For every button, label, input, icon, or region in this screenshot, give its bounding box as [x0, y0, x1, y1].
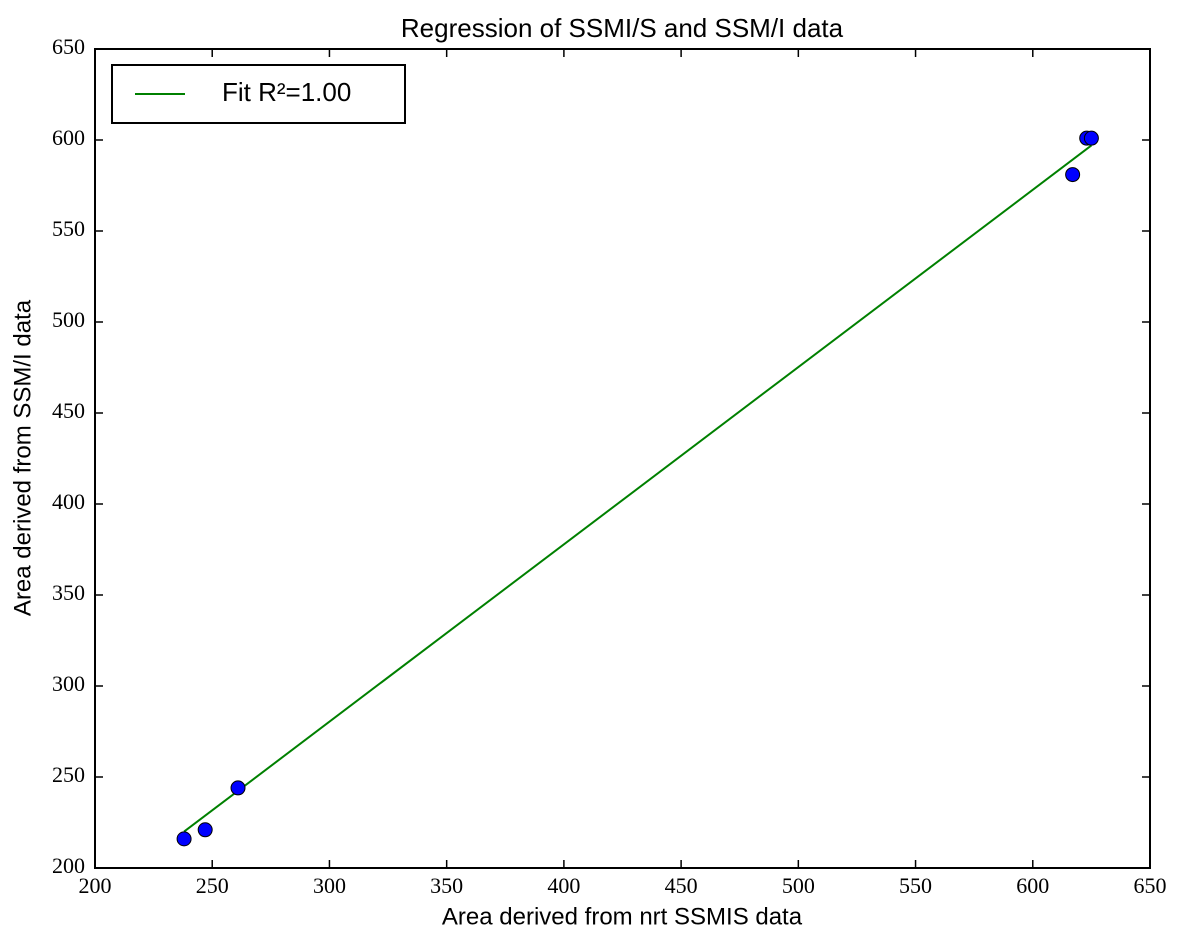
y-tick-label: 400	[52, 489, 85, 514]
y-tick-label: 650	[52, 34, 85, 59]
y-tick-label: 350	[52, 580, 85, 605]
point	[1083, 130, 1099, 146]
x-tick-label: 200	[79, 873, 112, 898]
chart-title: Regression of SSMI/S and SSM/I data	[401, 13, 844, 43]
y-tick-label: 200	[52, 853, 85, 878]
y-tick-label: 250	[52, 762, 85, 787]
y-tick-label: 550	[52, 216, 85, 241]
y-tick-label: 500	[52, 307, 85, 332]
x-tick-label: 350	[430, 873, 463, 898]
y-tick-label: 300	[52, 671, 85, 696]
point	[176, 831, 192, 847]
plot-frame	[94, 48, 1151, 869]
x-tick-label: 500	[782, 873, 815, 898]
x-tick-label: 400	[547, 873, 580, 898]
x-tick-label: 600	[1016, 873, 1049, 898]
point	[230, 780, 246, 796]
y-axis-label: Area derived from SSM/I data	[9, 299, 36, 616]
point	[1065, 167, 1081, 183]
x-tick-label: 650	[1134, 873, 1167, 898]
legend-label: Fit R²=1.00	[222, 77, 351, 107]
y-tick-label: 600	[52, 125, 85, 150]
point	[197, 822, 213, 838]
x-tick-label: 550	[899, 873, 932, 898]
x-tick-label: 450	[665, 873, 698, 898]
x-axis-label: Area derived from nrt SSMIS data	[442, 903, 803, 930]
x-tick-label: 250	[196, 873, 229, 898]
y-tick-label: 450	[52, 398, 85, 423]
x-tick-label: 300	[313, 873, 346, 898]
fit-line	[183, 144, 1092, 833]
